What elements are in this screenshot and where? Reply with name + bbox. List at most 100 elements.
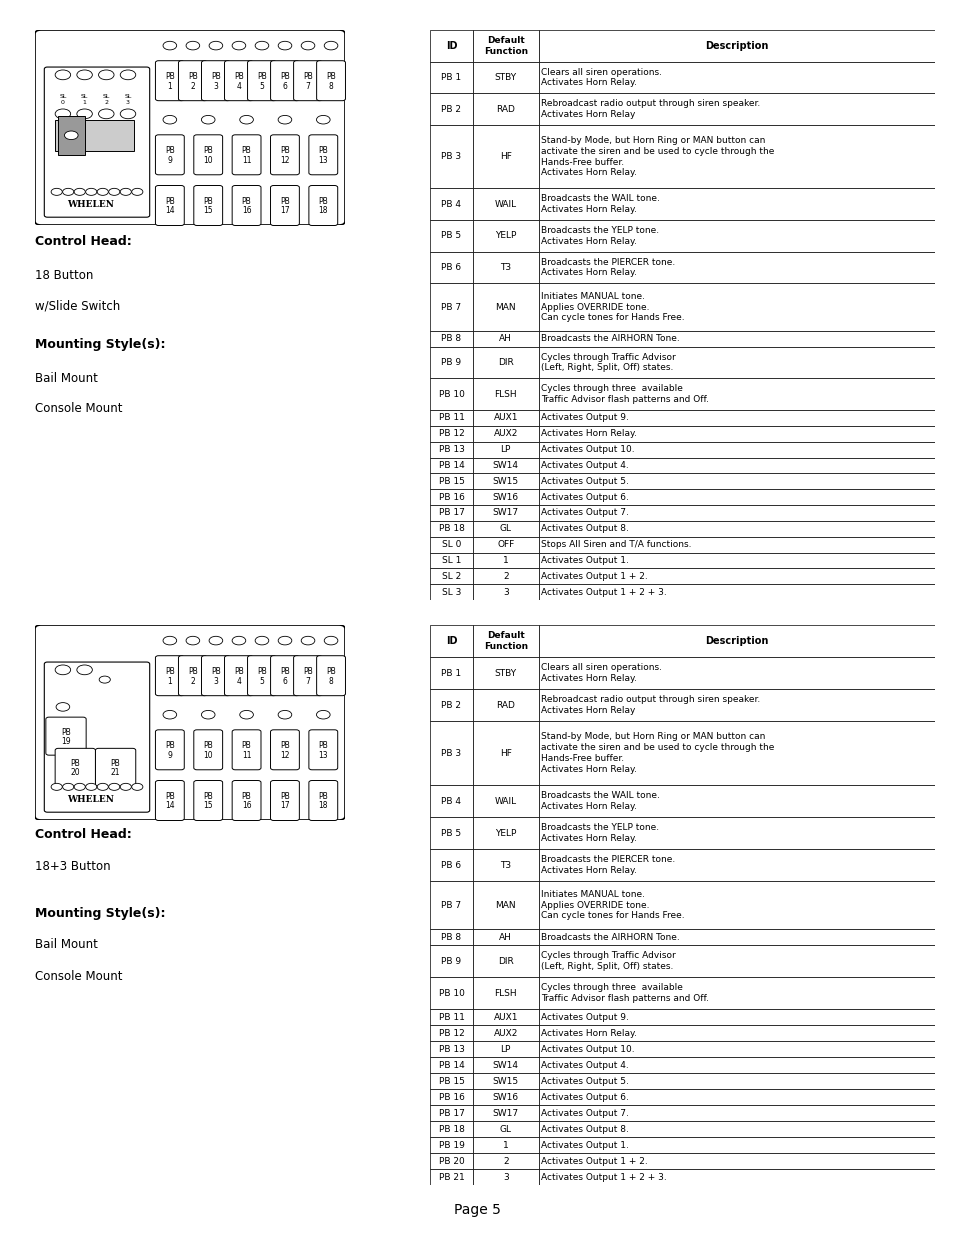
Text: PB: PB: [203, 741, 213, 750]
Bar: [538, 945, 934, 977]
Circle shape: [109, 783, 120, 790]
Text: PB: PB: [203, 146, 213, 154]
Bar: [473, 473, 538, 489]
Text: Rebroadcast radio output through siren speaker.
Activates Horn Relay: Rebroadcast radio output through siren s…: [540, 695, 760, 715]
Bar: [473, 426, 538, 442]
Bar: [538, 584, 934, 600]
Text: Activates Output 6.: Activates Output 6.: [540, 1093, 628, 1102]
Circle shape: [55, 70, 71, 80]
Text: 5: 5: [259, 677, 264, 685]
Text: PB: PB: [280, 146, 290, 154]
Bar: [473, 1041, 538, 1057]
Bar: [430, 331, 473, 347]
Circle shape: [65, 131, 78, 140]
Circle shape: [63, 189, 73, 195]
FancyBboxPatch shape: [271, 730, 299, 769]
Text: 20: 20: [71, 768, 80, 777]
Circle shape: [186, 636, 199, 645]
Circle shape: [74, 189, 85, 195]
Text: PB: PB: [256, 72, 267, 80]
Bar: [473, 625, 538, 657]
Bar: [430, 1121, 473, 1137]
Text: 8: 8: [329, 677, 334, 685]
Circle shape: [324, 41, 337, 49]
Text: SL
1: SL 1: [81, 94, 89, 105]
Text: Activates Output 9.: Activates Output 9.: [540, 1013, 628, 1021]
Text: FLSH: FLSH: [494, 988, 517, 998]
FancyBboxPatch shape: [155, 135, 184, 175]
Text: PB 11: PB 11: [438, 1013, 464, 1021]
Text: PB: PB: [241, 792, 252, 800]
Text: 1: 1: [168, 677, 172, 685]
Bar: [430, 552, 473, 568]
Bar: [473, 220, 538, 252]
Text: 19: 19: [61, 737, 71, 746]
Text: PB: PB: [111, 758, 120, 768]
FancyBboxPatch shape: [271, 656, 299, 695]
Bar: [538, 1073, 934, 1089]
Text: PB 4: PB 4: [441, 200, 461, 209]
Circle shape: [239, 115, 253, 124]
Text: SW15: SW15: [492, 477, 518, 485]
Text: Activates Output 1 + 2 + 3.: Activates Output 1 + 2 + 3.: [540, 1172, 666, 1182]
Bar: [430, 1105, 473, 1121]
Text: PB: PB: [61, 727, 71, 736]
Bar: [538, 1121, 934, 1137]
Bar: [430, 537, 473, 552]
Text: Broadcasts the WAIL tone.
Activates Horn Relay.: Broadcasts the WAIL tone. Activates Horn…: [540, 792, 659, 811]
Bar: [538, 521, 934, 537]
Bar: [538, 1025, 934, 1041]
Text: Cycles through three  available
Traffic Advisor flash patterns and Off.: Cycles through three available Traffic A…: [540, 983, 708, 1003]
Text: PB 9: PB 9: [441, 956, 461, 966]
Text: Default
Function: Default Function: [483, 36, 527, 56]
Text: Activates Output 5.: Activates Output 5.: [540, 477, 628, 485]
Bar: [430, 378, 473, 410]
Circle shape: [132, 783, 143, 790]
Text: 9: 9: [167, 751, 172, 760]
Bar: [538, 785, 934, 818]
Text: PB 6: PB 6: [441, 263, 461, 272]
Bar: [538, 625, 934, 657]
Bar: [430, 929, 473, 945]
Circle shape: [51, 783, 62, 790]
Text: 2: 2: [502, 1156, 508, 1166]
Text: SW16: SW16: [492, 1093, 518, 1102]
Bar: [538, 410, 934, 426]
Text: PB 5: PB 5: [441, 829, 461, 837]
Bar: [430, 125, 473, 188]
Circle shape: [232, 636, 246, 645]
Text: PB: PB: [303, 72, 313, 80]
Bar: [430, 818, 473, 848]
Text: 14: 14: [165, 206, 174, 215]
Bar: [430, 1170, 473, 1186]
Text: 10: 10: [203, 751, 213, 760]
Text: Activates Output 10.: Activates Output 10.: [540, 1045, 634, 1053]
Text: 7: 7: [305, 82, 310, 90]
Text: Broadcasts the AIRHORN Tone.: Broadcasts the AIRHORN Tone.: [540, 932, 679, 941]
Text: ID: ID: [445, 41, 456, 51]
Text: Default
Function: Default Function: [483, 631, 527, 651]
Text: SL
2: SL 2: [103, 94, 110, 105]
Text: Description: Description: [704, 636, 768, 646]
Circle shape: [163, 710, 176, 719]
Text: Page 5: Page 5: [453, 1203, 500, 1216]
Circle shape: [120, 189, 132, 195]
Text: Description: Description: [704, 41, 768, 51]
Bar: [538, 848, 934, 881]
Text: 16: 16: [241, 206, 252, 215]
Text: 6: 6: [282, 677, 287, 685]
Bar: [430, 689, 473, 721]
Text: SW15: SW15: [492, 1077, 518, 1086]
Bar: [430, 188, 473, 220]
Bar: [473, 94, 538, 125]
Text: 3: 3: [213, 677, 218, 685]
Circle shape: [316, 115, 330, 124]
Bar: [473, 945, 538, 977]
Text: PB 11: PB 11: [438, 414, 464, 422]
Text: Console Mount: Console Mount: [35, 969, 122, 983]
Text: PB: PB: [326, 667, 335, 676]
Text: 11: 11: [241, 751, 251, 760]
Bar: [538, 62, 934, 94]
Text: 17: 17: [280, 802, 290, 810]
Text: Broadcasts the AIRHORN Tone.: Broadcasts the AIRHORN Tone.: [540, 335, 679, 343]
